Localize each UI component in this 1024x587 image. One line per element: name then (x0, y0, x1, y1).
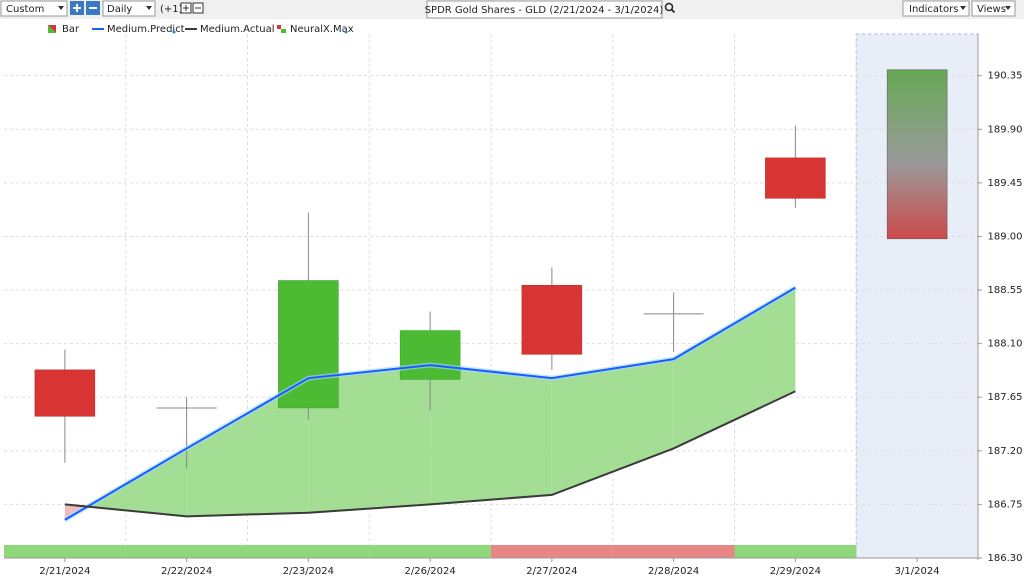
legend-dot (172, 30, 176, 34)
signal-strip (4, 545, 126, 558)
y-tick-label: 186.75 (988, 499, 1023, 510)
candle-body (34, 369, 96, 417)
dropdown-arrow (58, 6, 64, 10)
x-tick-label: 2/21/2024 (39, 566, 90, 577)
plus-icon (183, 5, 189, 11)
legend-nx-icon (277, 25, 281, 29)
symbol-label: SPDR Gold Shares - GLD (2/21/2024 - 3/1/… (425, 5, 664, 16)
band-fill (673, 287, 796, 449)
plot: 186.30 186.75 187.20 187.65 188.10 188.55 189.… (4, 33, 1023, 577)
period-select[interactable] (0, 0, 68, 17)
x-tick-label: 2/23/2024 (283, 566, 334, 577)
y-tick-label: 188.10 (988, 339, 1023, 350)
signal-strip (734, 545, 857, 558)
y-tick-label: 189.00 (988, 231, 1023, 242)
candle-body (278, 280, 339, 409)
candle-body (765, 157, 826, 199)
legend-label: Bar (62, 24, 80, 35)
x-tick-label: 2/27/2024 (526, 566, 577, 577)
interval-label: Daily (107, 4, 132, 15)
y-tick-label: 189.90 (988, 124, 1023, 135)
signal-strip (612, 545, 735, 558)
legend-dot (344, 30, 348, 34)
legend-label: NeuralX.Max (290, 24, 354, 35)
band-fill (186, 378, 309, 517)
y-tick-label: 190.35 (988, 71, 1023, 82)
signal-strip (491, 545, 613, 558)
views-button[interactable] (971, 0, 1016, 17)
signal-strip (125, 545, 248, 558)
line (64, 286, 796, 521)
y-tick-label: 189.45 (988, 178, 1023, 189)
indicators-label: Indicators (909, 4, 958, 15)
candle-body (521, 285, 583, 355)
legend-label: Medium.Predict (107, 24, 185, 35)
dropdown-arrow (960, 6, 966, 10)
views-label: Views (977, 4, 1006, 15)
legend-label: Medium.Actual (200, 24, 275, 35)
offset-label: (+1) (160, 4, 183, 15)
signal-strip (247, 545, 370, 558)
x-tick-label: 2/29/2024 (770, 566, 821, 577)
y-tick-label: 187.20 (988, 446, 1023, 457)
band-fill (551, 359, 674, 495)
search-handle (670, 8, 676, 14)
legend-nx-icon (281, 29, 286, 33)
y-tick-label: 187.65 (988, 392, 1023, 403)
signal-strip (369, 545, 491, 558)
line (64, 390, 796, 518)
x-tick-label: 2/26/2024 (404, 566, 455, 577)
band-fill (308, 365, 431, 513)
period-label: Custom (6, 4, 44, 15)
indicators-button[interactable] (902, 0, 970, 17)
band-fill (430, 365, 552, 505)
search-icon[interactable] (664, 2, 674, 12)
symbol-box[interactable] (426, 0, 663, 19)
x-tick-label: 2/22/2024 (161, 566, 212, 577)
neuralx-bar (886, 69, 948, 240)
y-tick-label: 186.30 (988, 553, 1023, 564)
plus-icon (73, 4, 81, 12)
x-tick-label: 3/1/2024 (895, 566, 940, 577)
dropdown-arrow (146, 6, 152, 10)
x-tick-label: 2/28/2024 (648, 566, 699, 577)
y-tick-label: 188.55 (988, 285, 1023, 296)
legend-bar-icon (48, 25, 56, 33)
dropdown-arrow (1005, 6, 1011, 10)
interval-select[interactable] (102, 0, 156, 17)
candle-body (399, 330, 461, 380)
